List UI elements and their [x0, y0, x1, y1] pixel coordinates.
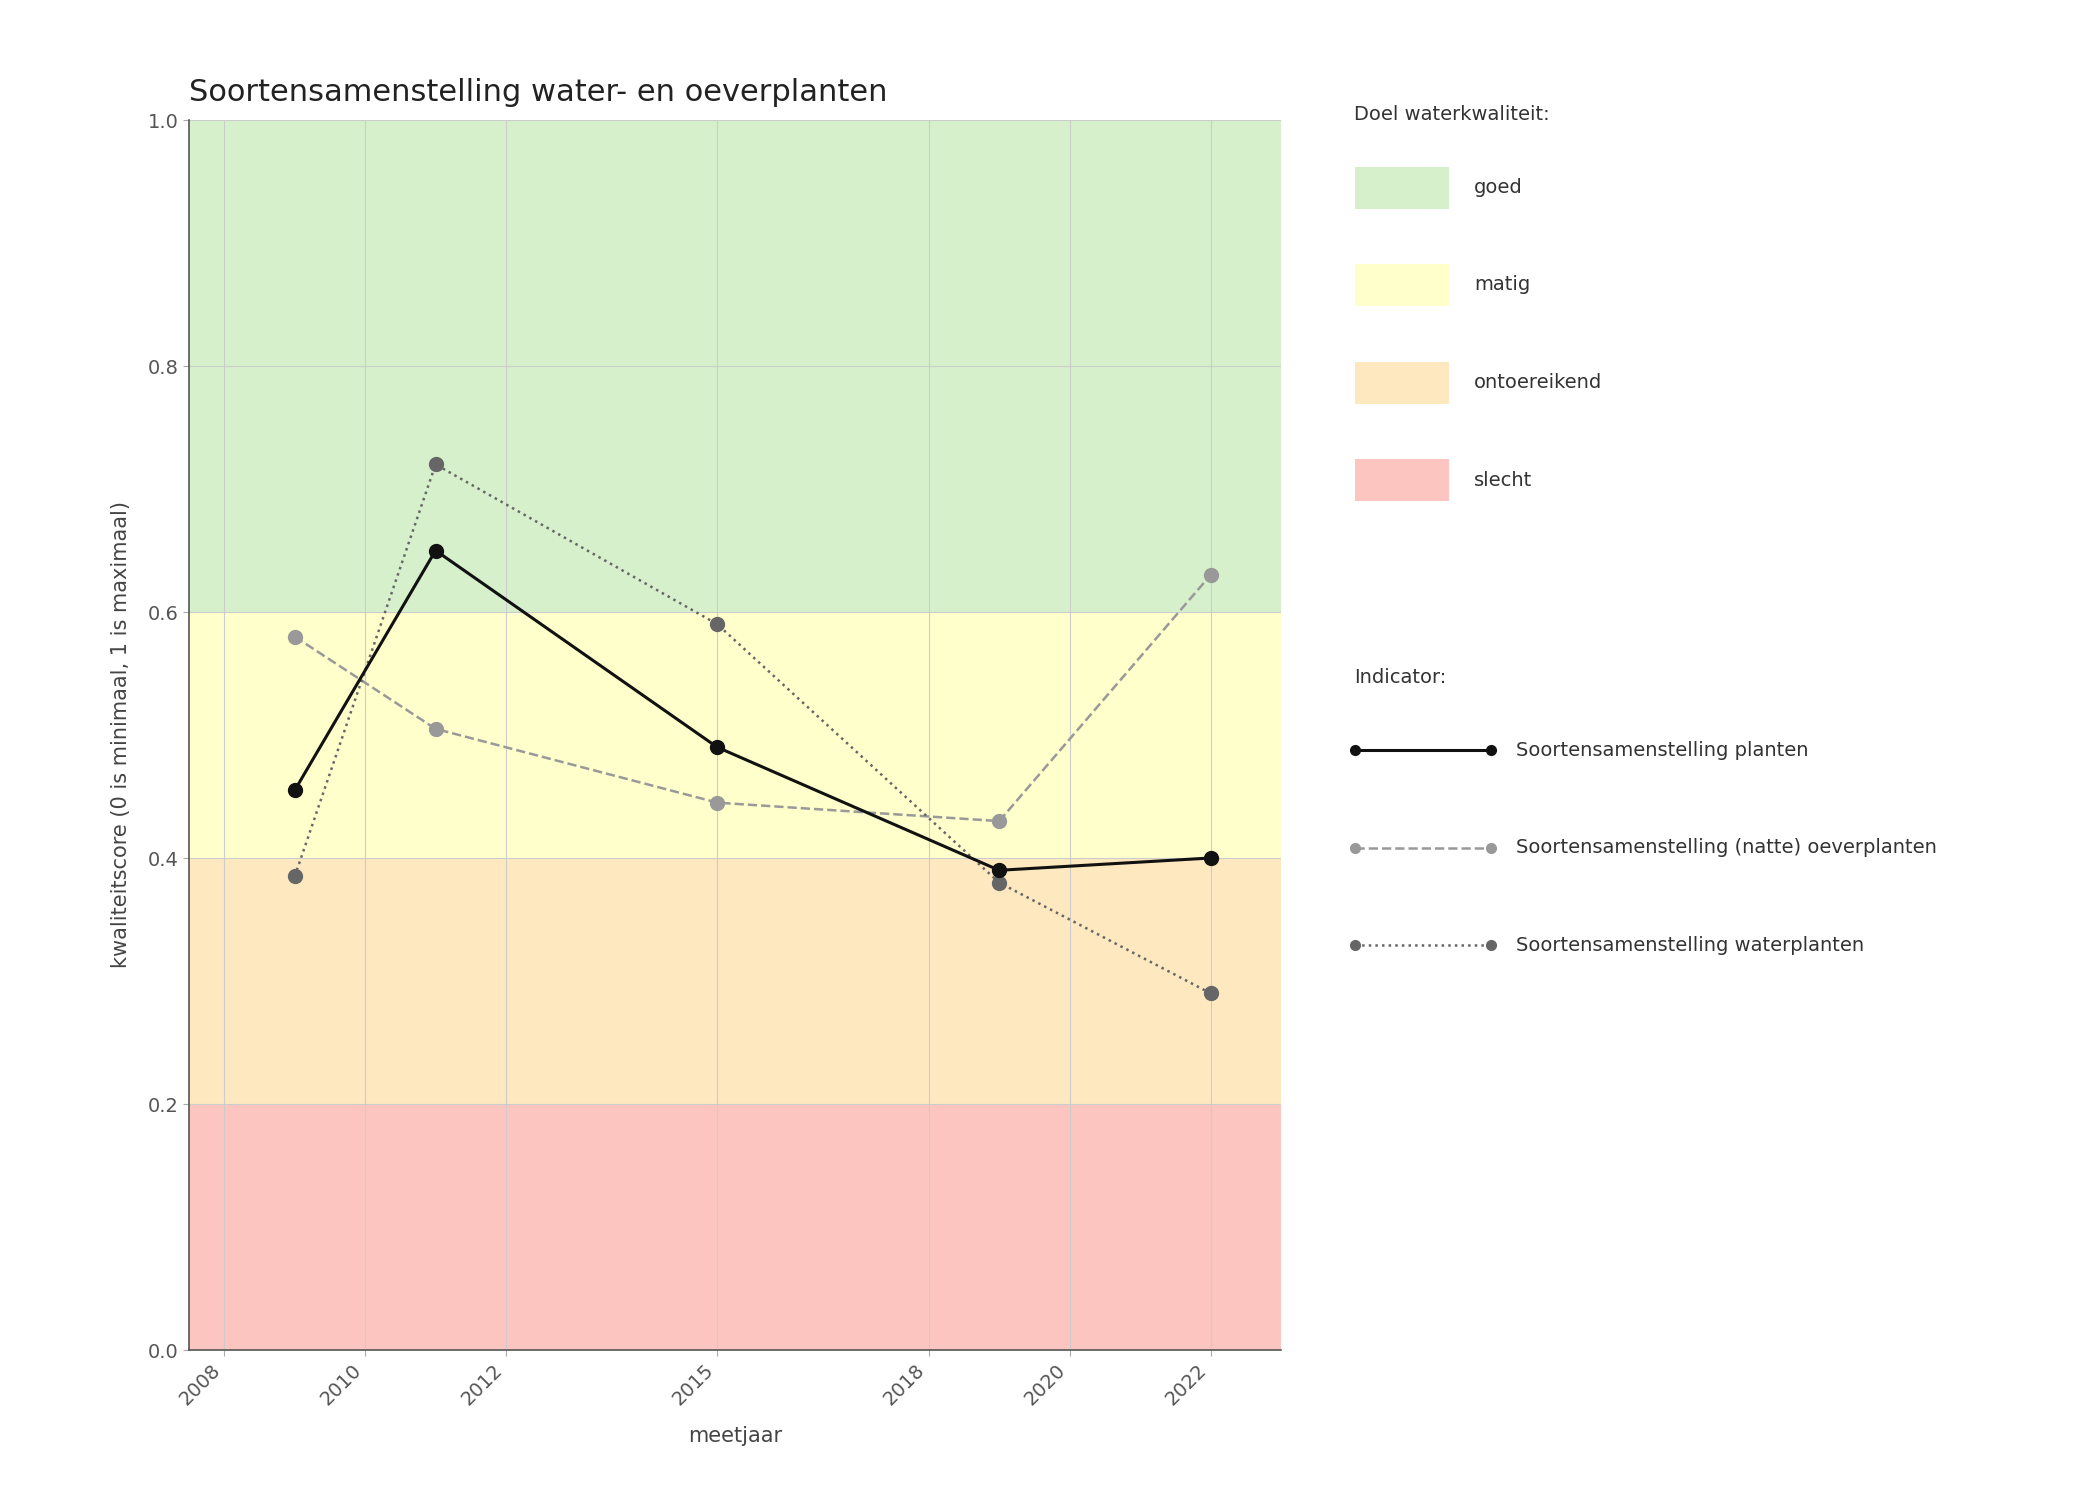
Text: matig: matig [1474, 276, 1531, 294]
Text: ontoereikend: ontoereikend [1474, 374, 1602, 392]
Text: Soortensamenstelling (natte) oeverplanten: Soortensamenstelling (natte) oeverplante… [1516, 839, 1936, 856]
Text: Soortensamenstelling water- en oeverplanten: Soortensamenstelling water- en oeverplan… [189, 78, 888, 106]
Text: goed: goed [1474, 178, 1522, 196]
Text: Soortensamenstelling waterplanten: Soortensamenstelling waterplanten [1516, 936, 1865, 954]
Y-axis label: kwaliteitscore (0 is minimaal, 1 is maximaal): kwaliteitscore (0 is minimaal, 1 is maxi… [111, 501, 130, 969]
Bar [189, 1104, 1281, 1350]
Bar [189, 120, 1281, 612]
Bar [189, 612, 1281, 858]
Text: Soortensamenstelling planten: Soortensamenstelling planten [1516, 741, 1808, 759]
Bar [189, 858, 1281, 1104]
Text: Doel waterkwaliteit:: Doel waterkwaliteit: [1354, 105, 1550, 125]
Text: Indicator:: Indicator: [1354, 668, 1447, 687]
X-axis label: meetjaar: meetjaar [689, 1425, 781, 1446]
Text: slecht: slecht [1474, 471, 1533, 489]
